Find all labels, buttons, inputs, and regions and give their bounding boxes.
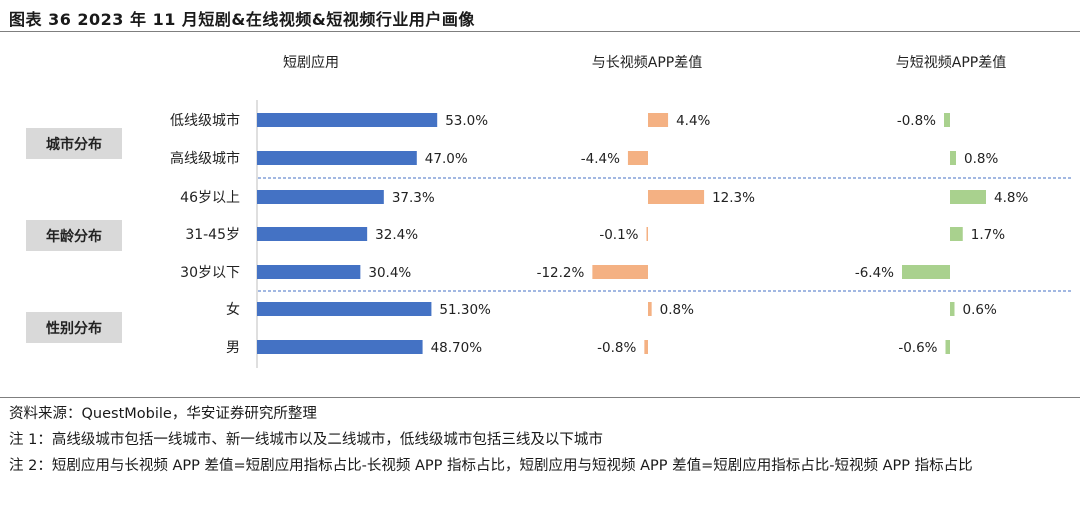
data-label-2-7: -0.8%	[597, 340, 636, 356]
data-label-2-6: 0.8%	[660, 302, 694, 318]
category-label-1: 低线级城市	[170, 112, 240, 129]
notes: 资料来源：QuestMobile，华安证券研究所整理 注 1：高线级城市包括一线…	[9, 401, 1075, 479]
bar-2-5	[592, 265, 648, 279]
data-label-3-5: -6.4%	[855, 265, 894, 281]
data-label-1-7: 48.70%	[431, 340, 483, 356]
bar-3-2	[950, 151, 956, 165]
figure-title: 图表 36 2023 年 11 月短剧&在线视频&短视频行业用户画像	[9, 10, 475, 29]
data-label-3-3: 4.8%	[994, 190, 1028, 206]
group-label-box-2	[26, 220, 122, 251]
data-label-3-4: 1.7%	[971, 227, 1005, 243]
data-label-2-5: -12.2%	[537, 265, 585, 281]
category-label-7: 男	[226, 340, 240, 356]
bar-2-1	[648, 113, 669, 127]
data-label-3-1: -0.8%	[897, 113, 936, 129]
bar-3-1	[944, 113, 950, 127]
data-label-3-7: -0.6%	[898, 340, 937, 356]
data-label-2-4: -0.1%	[599, 227, 638, 243]
bar-1-2	[257, 151, 417, 165]
bar-2-4	[646, 227, 648, 241]
bar-1-7	[257, 340, 423, 354]
bar-2-3	[648, 190, 705, 204]
data-label-1-2: 47.0%	[425, 151, 468, 167]
data-label-3-2: 0.8%	[964, 151, 998, 167]
source-note: 资料来源：QuestMobile，华安证券研究所整理	[9, 406, 317, 422]
panel-title-1: 短剧应用	[283, 54, 339, 71]
data-label-1-6: 51.30%	[439, 302, 491, 318]
data-label-1-3: 37.3%	[392, 190, 435, 206]
bar-1-3	[257, 190, 384, 204]
category-label-5: 30岁以下	[180, 265, 240, 281]
bar-3-3	[950, 190, 986, 204]
panel-title-2: 与长视频APP差值	[592, 55, 702, 71]
category-label-4: 31-45岁	[185, 227, 240, 243]
bar-3-7	[945, 340, 950, 354]
bar-3-6	[950, 302, 955, 316]
data-label-1-5: 30.4%	[368, 265, 411, 281]
bar-2-2	[627, 151, 648, 165]
bar-1-5	[257, 265, 361, 279]
top-rule	[0, 31, 1080, 32]
note-2: 注 2：短剧应用与长视频 APP 差值=短剧应用指标占比-长视频 APP 指标占…	[9, 458, 973, 474]
bar-3-4	[950, 227, 963, 241]
bar-1-4	[257, 227, 368, 241]
group-label-2: 年龄分布	[46, 228, 102, 245]
data-label-1-1: 53.0%	[445, 113, 488, 129]
bar-2-6	[648, 302, 652, 316]
bar-1-6	[257, 302, 432, 316]
bottom-rule	[0, 397, 1080, 398]
group-label-box-1	[26, 128, 122, 159]
panel-title-3: 与短视频APP差值	[896, 55, 1006, 71]
category-label-6: 女	[226, 301, 240, 318]
group-label-3: 性别分布	[46, 320, 102, 337]
data-label-1-4: 32.4%	[375, 227, 418, 243]
category-label-3: 46岁以上	[180, 190, 240, 206]
data-label-2-1: 4.4%	[676, 113, 710, 129]
category-label-2: 高线级城市	[170, 150, 240, 167]
group-label-1: 城市分布	[46, 136, 102, 153]
data-label-3-6: 0.6%	[963, 302, 997, 318]
note-1: 注 1：高线级城市包括一线城市、新一线城市以及二线城市，低线级城市包括三线及以下…	[9, 432, 603, 448]
bar-1-1	[257, 113, 438, 127]
group-label-box-3	[26, 312, 122, 343]
data-label-2-3: 12.3%	[712, 190, 755, 206]
bar-2-7	[644, 340, 648, 354]
data-label-2-2: -4.4%	[581, 151, 620, 167]
bar-3-5	[902, 265, 950, 279]
